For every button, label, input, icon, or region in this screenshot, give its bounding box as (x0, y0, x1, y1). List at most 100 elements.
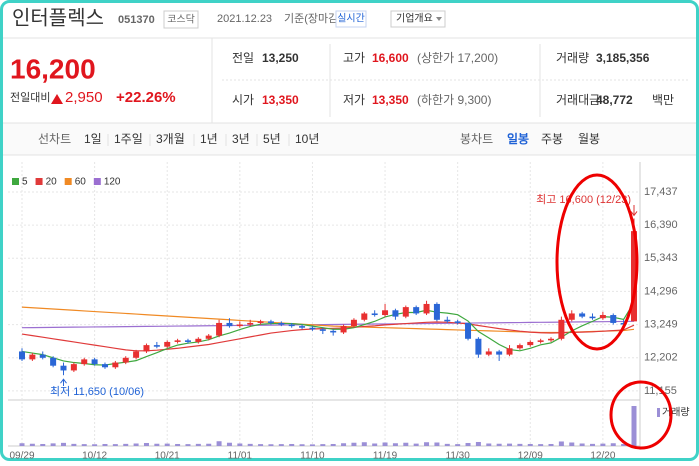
company-info[interactable]: 기업개요 (396, 12, 433, 25)
realtime[interactable]: 실시간 (337, 13, 365, 25)
candle-body (174, 340, 181, 342)
candle-body (216, 322, 223, 336)
volume-bar (92, 444, 98, 446)
period-tab[interactable]: 5년 (263, 132, 281, 146)
compare-label: 전일대비 (10, 90, 50, 104)
legend-label: 5 (22, 177, 28, 188)
candle-body (589, 316, 596, 319)
candle-body (382, 310, 389, 316)
high-arrow (630, 205, 638, 217)
volume-bar (71, 443, 77, 446)
volume-bar (299, 444, 305, 446)
candle-body (299, 326, 306, 328)
x-tick-label: 12/09 (518, 451, 543, 461)
candle-body (330, 330, 337, 333)
low-arrow (60, 378, 67, 386)
stat-label: 거래량 (556, 51, 589, 65)
volume-bar (154, 443, 160, 446)
line-chart-label: 선차트 (38, 132, 71, 146)
volume-bar (455, 444, 461, 446)
candle-body (205, 335, 212, 339)
candle-body (19, 351, 25, 360)
candle-tab[interactable]: 월봉 (578, 132, 600, 146)
period-tab[interactable]: 10년 (295, 132, 319, 146)
volume-bar (548, 443, 554, 446)
stat-value: 3,185,356 (596, 51, 650, 65)
legend-swatch (64, 178, 72, 185)
legend-label: 120 (104, 177, 121, 188)
candle-body (91, 359, 98, 365)
up-icon (51, 94, 63, 104)
candle-body (247, 322, 254, 325)
volume-bar (29, 443, 35, 446)
legend-label: 20 (46, 177, 58, 188)
volume-bar (60, 442, 66, 446)
period-tab[interactable]: 1년 (200, 132, 218, 146)
volume-bar (81, 444, 87, 446)
candle-body (402, 307, 409, 317)
stat-label: 저가 (343, 93, 365, 107)
y-tick-label: 16,390 (644, 219, 678, 231)
stat-label: 거래대금 (556, 93, 600, 107)
period-tab[interactable]: 3년 (232, 132, 250, 146)
candle-body (371, 313, 378, 316)
volume-bar (579, 443, 585, 446)
stat-note: (하한가 9,300) (417, 93, 491, 107)
candle-body (288, 324, 295, 327)
candle-body (340, 326, 347, 333)
candle-body (70, 364, 77, 371)
x-tick-label: 11/10 (300, 451, 325, 461)
candle-body (392, 310, 399, 317)
candle-body (164, 341, 171, 347)
candle-body (506, 348, 513, 355)
candle-tab[interactable]: 일봉 (507, 132, 529, 146)
candle-body (309, 327, 316, 330)
candle-body (433, 303, 440, 320)
volume-bar (569, 442, 575, 446)
period-tab[interactable]: 1일 (84, 132, 102, 146)
volume-bar (517, 443, 523, 446)
stock-name: 인터플렉스 (12, 6, 104, 29)
stat-value: 13,250 (262, 51, 299, 65)
low-annotation: 최저 11,650 (10/06) (50, 385, 144, 398)
candle-body (527, 341, 534, 346)
candle-tab[interactable]: 주봉 (541, 132, 563, 146)
y-tick-label: 15,343 (644, 252, 678, 264)
volume-bar (123, 443, 129, 446)
candle-body (50, 357, 57, 366)
volume-bar (330, 443, 336, 446)
candle-body (101, 364, 108, 368)
volume-bar (341, 443, 347, 446)
realtime-button[interactable] (335, 10, 367, 28)
period-tab[interactable]: 1주일 (114, 132, 143, 146)
y-tick-label: 13,249 (644, 318, 678, 330)
candle-body (454, 321, 461, 323)
candle-body (195, 338, 202, 342)
stat-label: 고가 (343, 51, 365, 65)
volume-bar (112, 444, 118, 446)
period-tab[interactable]: 3개월 (156, 132, 185, 146)
volume-bar (486, 443, 492, 446)
legend-label: 60 (75, 177, 87, 188)
x-tick-label: 11/01 (228, 451, 253, 461)
volume-bar (538, 444, 544, 446)
candle-body (257, 321, 264, 323)
volume-bar (372, 443, 378, 446)
candle-body (485, 351, 492, 355)
stock-code: 051370 (118, 14, 155, 26)
legend-swatch (93, 178, 101, 185)
company-info-button[interactable] (390, 10, 446, 28)
x-tick-label: 12/20 (590, 451, 615, 461)
legend-swatch (35, 178, 43, 185)
candle-body (278, 322, 285, 325)
x-tick-label: 11/30 (446, 451, 471, 461)
volume-bar (268, 444, 274, 446)
caret (436, 17, 442, 21)
candle-body (236, 324, 243, 327)
candle-body (319, 329, 326, 331)
volume-bar (475, 441, 481, 446)
candle-body (548, 338, 555, 341)
volume-bar (289, 443, 295, 446)
